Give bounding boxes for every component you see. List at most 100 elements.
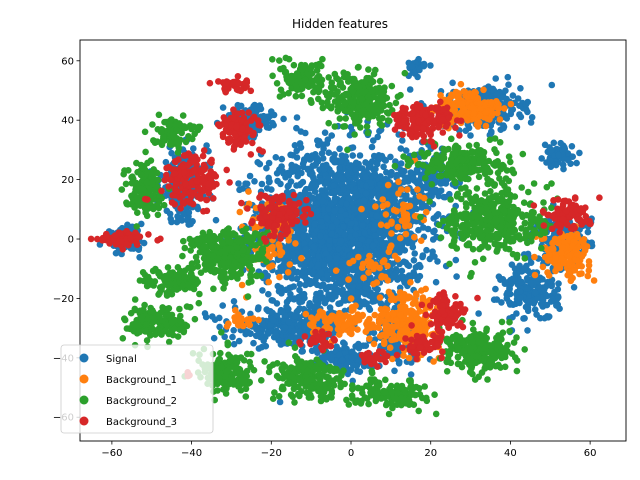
scatter-point — [590, 277, 598, 284]
scatter-point — [292, 240, 299, 247]
scatter-point — [312, 297, 319, 304]
scatter-point — [298, 254, 305, 262]
scatter-point — [565, 252, 573, 260]
scatter-point — [303, 153, 311, 161]
scatter-point — [551, 288, 558, 296]
scatter-point — [361, 229, 369, 237]
scatter-point — [330, 207, 338, 215]
scatter-point — [272, 329, 279, 337]
scatter-point — [377, 221, 385, 228]
scatter-point — [339, 286, 347, 294]
scatter-point — [284, 269, 292, 276]
scatter-point — [265, 290, 272, 298]
scatter-point — [309, 194, 317, 202]
scatter-point — [269, 72, 276, 80]
scatter-point — [495, 105, 503, 112]
scatter-point — [379, 239, 386, 246]
scatter-point — [362, 173, 370, 181]
scatter-point — [410, 309, 418, 317]
scatter-point — [328, 132, 336, 139]
scatter-point — [331, 158, 338, 166]
scatter-point — [561, 145, 569, 153]
scatter-point — [290, 163, 298, 171]
scatter-point — [544, 257, 552, 264]
scatter-point — [362, 190, 370, 197]
scatter-point — [343, 200, 350, 208]
scatter-point — [573, 230, 581, 238]
scatter-point — [335, 245, 343, 253]
scatter-point — [342, 153, 350, 160]
scatter-point — [434, 258, 441, 265]
scatter-point — [572, 245, 580, 253]
scatter-point — [410, 257, 418, 264]
scatter-point — [323, 214, 331, 222]
scatter-point — [476, 100, 484, 107]
scatter-point — [432, 278, 440, 286]
scatter-point — [584, 228, 592, 236]
scatter-point — [352, 166, 360, 173]
scatter-point — [526, 298, 533, 305]
scatter-point — [212, 216, 220, 224]
scatter-point — [251, 178, 258, 185]
scatter-point — [322, 250, 330, 257]
scatter-point — [363, 300, 371, 307]
plot-area — [87, 54, 603, 418]
scatter-point — [328, 356, 335, 364]
scatter-point — [210, 334, 218, 342]
scatter-point — [245, 188, 252, 195]
scatter-point — [395, 178, 402, 186]
scatter-point — [278, 308, 286, 316]
scatter-point — [236, 208, 244, 216]
scatter-point — [340, 186, 347, 193]
scatter-point — [349, 304, 356, 312]
scatter-point — [309, 269, 317, 276]
scatter-point — [291, 142, 299, 149]
scatter-point — [397, 311, 404, 319]
scatter-point — [286, 261, 294, 268]
scatter-point — [427, 62, 434, 69]
scatter-point — [469, 104, 476, 112]
scatter-point — [379, 311, 387, 319]
scatter-point — [504, 73, 512, 81]
scatter-point — [492, 75, 500, 82]
scatter-point — [467, 132, 474, 139]
scatter-point — [278, 249, 286, 256]
scatter-point — [503, 115, 511, 122]
scatter-point — [371, 232, 379, 239]
scatter-point — [482, 122, 490, 130]
scatter-point — [185, 221, 192, 228]
scatter-point — [285, 55, 293, 63]
scatter-point — [360, 274, 367, 282]
scatter-point — [429, 251, 437, 259]
scatter-point — [384, 329, 392, 336]
scatter-point — [422, 285, 430, 293]
scatter-point — [513, 123, 521, 131]
scatter-point — [509, 92, 517, 99]
scatter-point — [235, 316, 243, 324]
scatter-point — [336, 164, 344, 172]
scatter-point — [370, 152, 378, 160]
scatter-point — [321, 299, 329, 307]
scatter-point — [168, 149, 175, 157]
scatter-point — [518, 278, 525, 286]
scatter-point — [307, 65, 314, 73]
scatter-point — [531, 253, 538, 261]
scatter-point — [507, 100, 515, 108]
scatter-point — [520, 315, 527, 322]
scatter-point — [457, 80, 465, 88]
scatter-point — [387, 242, 395, 249]
scatter-point — [276, 268, 284, 275]
scatter-point — [393, 171, 401, 179]
scatter-point — [250, 339, 257, 347]
scatter-point — [325, 205, 332, 213]
scatter-point — [291, 313, 299, 320]
scatter-point — [496, 116, 504, 123]
scatter-point — [377, 173, 384, 180]
scatter-point — [330, 188, 338, 195]
scatter-point — [298, 298, 306, 305]
scatter-point — [317, 232, 324, 240]
scatter-point — [434, 211, 442, 218]
scatter-point — [399, 294, 407, 301]
scatter-point — [422, 183, 430, 190]
scatter-point — [352, 174, 359, 181]
